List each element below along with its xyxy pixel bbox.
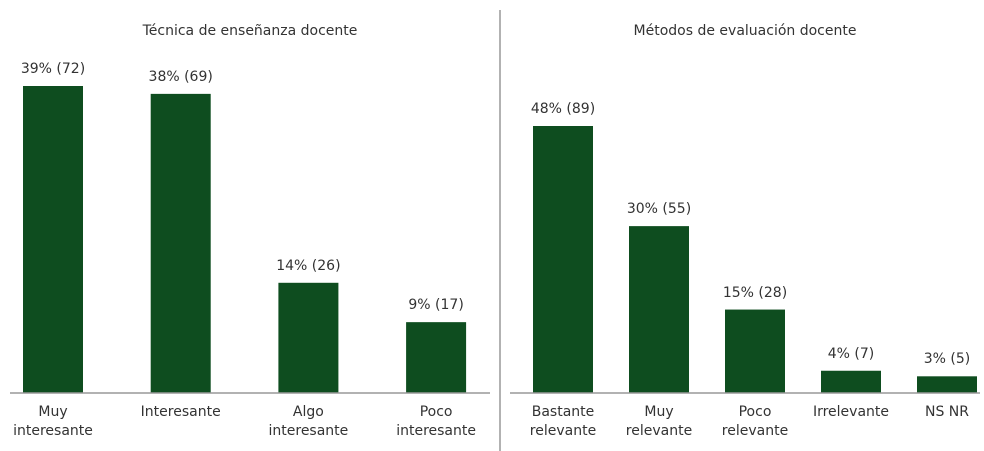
x-tick-label: Interesante	[140, 404, 221, 420]
bar	[278, 282, 339, 393]
x-tick-label: Poco interesante	[396, 404, 476, 439]
bar	[821, 370, 881, 393]
x-tick-label: NS NR	[924, 404, 969, 420]
data-label: 39% (72)	[20, 61, 86, 77]
data-label: 3% (5)	[923, 351, 971, 368]
x-tick-label: Algo interesante	[268, 404, 349, 439]
bar	[629, 226, 689, 393]
chart-title: Técnica de enseñanza docente	[142, 23, 358, 39]
data-label: 15% (28)	[722, 284, 788, 301]
data-label: 38% (69)	[148, 68, 213, 85]
x-tick-label: Bastante relevante	[529, 404, 597, 439]
bar	[917, 376, 977, 393]
bar	[725, 309, 785, 393]
chart-title: Métodos de evaluación docente	[633, 23, 857, 39]
data-label: 4% (7)	[827, 345, 875, 362]
data-label: 9% (17)	[408, 297, 464, 314]
bar	[150, 93, 211, 393]
bar	[23, 86, 83, 393]
x-tick-label: Poco relevante	[721, 404, 789, 439]
data-label: 48% (89)	[530, 101, 596, 117]
data-label: 14% (26)	[276, 257, 341, 274]
x-tick-label: Muy interesante	[13, 404, 93, 439]
bar	[406, 322, 467, 393]
bar	[533, 126, 593, 393]
data-label: 30% (55)	[626, 201, 692, 218]
x-tick-label: Muy relevante	[625, 404, 693, 439]
x-tick-label: Irrelevante	[812, 404, 890, 420]
